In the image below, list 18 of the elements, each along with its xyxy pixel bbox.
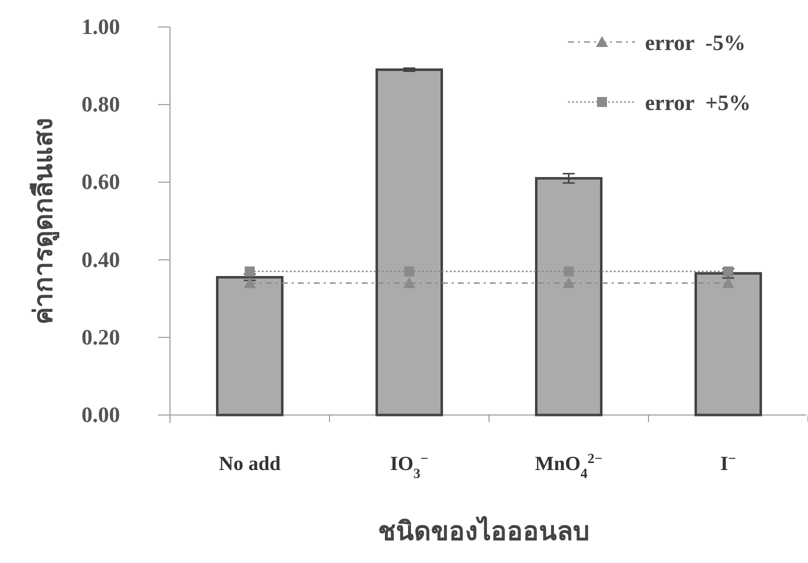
x-tick-label: No add <box>218 453 281 475</box>
bar <box>216 276 284 416</box>
y-tick-label: 0.00 <box>82 402 120 427</box>
y-tick-label: 0.80 <box>82 92 120 117</box>
legend: error -5% <box>568 30 746 55</box>
legend-label: error +5% <box>645 90 751 115</box>
y-tick-label: 0.60 <box>82 169 120 194</box>
y-tick-label: 1.00 <box>82 14 120 39</box>
legend-label: error -5% <box>645 30 746 55</box>
y-tick-label: 0.20 <box>82 324 120 350</box>
y-tick-label: 0.40 <box>82 246 120 272</box>
bar <box>376 68 443 416</box>
legend: error +5% <box>568 90 751 115</box>
x-axis-title: ชนิดของไอออนลบ <box>378 515 590 546</box>
bar <box>694 272 762 416</box>
bar <box>535 177 602 416</box>
y-axis-title: ค่าการดูดกลืนแสง <box>29 118 60 324</box>
x-tick-label: I$^{−}$ <box>720 452 736 475</box>
